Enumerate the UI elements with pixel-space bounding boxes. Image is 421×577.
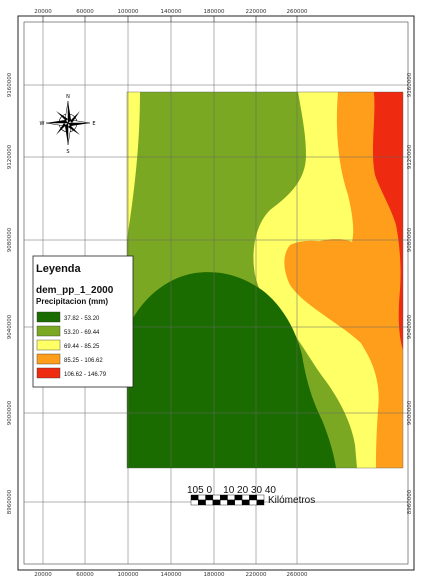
scale-segment bbox=[249, 494, 257, 501]
scale-segment bbox=[212, 499, 221, 506]
legend-swatch bbox=[36, 339, 61, 351]
tick-label-x: 140000 bbox=[161, 9, 182, 15]
tick-label-y: 9040000 bbox=[407, 314, 413, 339]
tick-label-y: 9040000 bbox=[7, 314, 13, 339]
compass-w-label: W bbox=[40, 121, 45, 127]
tick-label-y: 9160000 bbox=[407, 72, 413, 97]
scale-segment bbox=[198, 494, 206, 501]
tick-label-x: 20000 bbox=[34, 9, 52, 15]
scale-segment bbox=[219, 499, 228, 506]
legend-swatch bbox=[36, 325, 61, 337]
scale-segment bbox=[234, 494, 243, 501]
zone-85-106-pocket bbox=[284, 240, 394, 380]
legend-swatch bbox=[36, 311, 61, 323]
scale-segment bbox=[198, 499, 206, 506]
scale-segment bbox=[241, 499, 250, 506]
legend-item-label: 106.62 - 146.79 bbox=[64, 372, 107, 378]
north-arrow-icon: N S E W bbox=[40, 94, 96, 155]
tick-label-y: 9120000 bbox=[7, 144, 13, 169]
scale-segment bbox=[249, 499, 257, 506]
scale-segment bbox=[256, 494, 265, 501]
scale-segment bbox=[219, 494, 228, 501]
scale-segment bbox=[256, 499, 265, 506]
tick-label-y: 9080000 bbox=[7, 227, 13, 252]
tick-label-x: 260000 bbox=[287, 572, 308, 577]
legend-title: Leyenda bbox=[36, 263, 82, 275]
scale-segment bbox=[234, 499, 243, 506]
scale-segment bbox=[212, 494, 221, 501]
legend: Leyenda dem_pp_1_2000 Precipitacion (mm)… bbox=[32, 255, 134, 388]
legend-unit: Precipitacion (mm) bbox=[36, 297, 108, 306]
scale-segment bbox=[227, 499, 236, 506]
precipitation-raster bbox=[127, 92, 403, 468]
tick-label-x: 260000 bbox=[287, 9, 308, 15]
legend-items: 37.82 - 53.20 53.20 - 69.44 69.44 - 85.25 8… bbox=[36, 311, 107, 379]
compass-n-label: N bbox=[66, 94, 70, 100]
scale-segment bbox=[241, 494, 250, 501]
tick-label-x: 100000 bbox=[118, 572, 139, 577]
tick-label-y: 9160000 bbox=[7, 72, 13, 97]
scale-segment bbox=[190, 494, 199, 501]
tick-label-x: 220000 bbox=[246, 572, 267, 577]
tick-label-x: 60000 bbox=[76, 9, 94, 15]
tick-label-y: 9000000 bbox=[407, 400, 413, 425]
compass-e-label: E bbox=[92, 121, 95, 127]
scale-unit: Kilómetros bbox=[268, 495, 315, 506]
tick-label-x: 60000 bbox=[76, 572, 94, 577]
tick-label-x: 140000 bbox=[161, 572, 182, 577]
scale-segment bbox=[205, 494, 214, 501]
tick-label-x: 180000 bbox=[204, 9, 225, 15]
tick-label-x: 180000 bbox=[204, 572, 225, 577]
scale-segment bbox=[190, 499, 199, 506]
inner-frame bbox=[23, 21, 409, 565]
scale-bar: 105 0 10 20 30 40 Kilómetros bbox=[187, 485, 315, 506]
scale-segment bbox=[205, 499, 214, 506]
zone-37-53 bbox=[127, 272, 336, 468]
legend-swatch bbox=[36, 353, 61, 365]
legend-item-label: 53.20 - 69.44 bbox=[64, 330, 100, 336]
tick-label-x: 20000 bbox=[34, 572, 52, 577]
compass-s-label: S bbox=[66, 149, 69, 155]
scale-numbers: 105 0 10 20 30 40 bbox=[187, 485, 276, 496]
tick-label-y: 9080000 bbox=[407, 227, 413, 252]
legend-layer-name: dem_pp_1_2000 bbox=[36, 285, 114, 296]
scale-segment bbox=[227, 494, 236, 501]
tick-label-y: 8960000 bbox=[407, 489, 413, 514]
tick-label-y: 9120000 bbox=[407, 144, 413, 169]
tick-label-y: 9000000 bbox=[7, 400, 13, 425]
tick-label-x: 220000 bbox=[246, 9, 267, 15]
legend-item-label: 69.44 - 85.25 bbox=[64, 344, 100, 350]
legend-swatch bbox=[36, 367, 61, 379]
tick-label-x: 100000 bbox=[118, 9, 139, 15]
legend-item-label: 85.25 - 106.62 bbox=[64, 358, 103, 364]
tick-label-y: 8960000 bbox=[7, 489, 13, 514]
legend-item-label: 37.82 - 53.20 bbox=[64, 316, 100, 322]
scale-segments bbox=[190, 494, 265, 506]
zone-106-146 bbox=[372, 92, 403, 350]
graticule-labels: 20000 20000 60000 60000 100000 100000 140000 14… bbox=[7, 9, 413, 577]
